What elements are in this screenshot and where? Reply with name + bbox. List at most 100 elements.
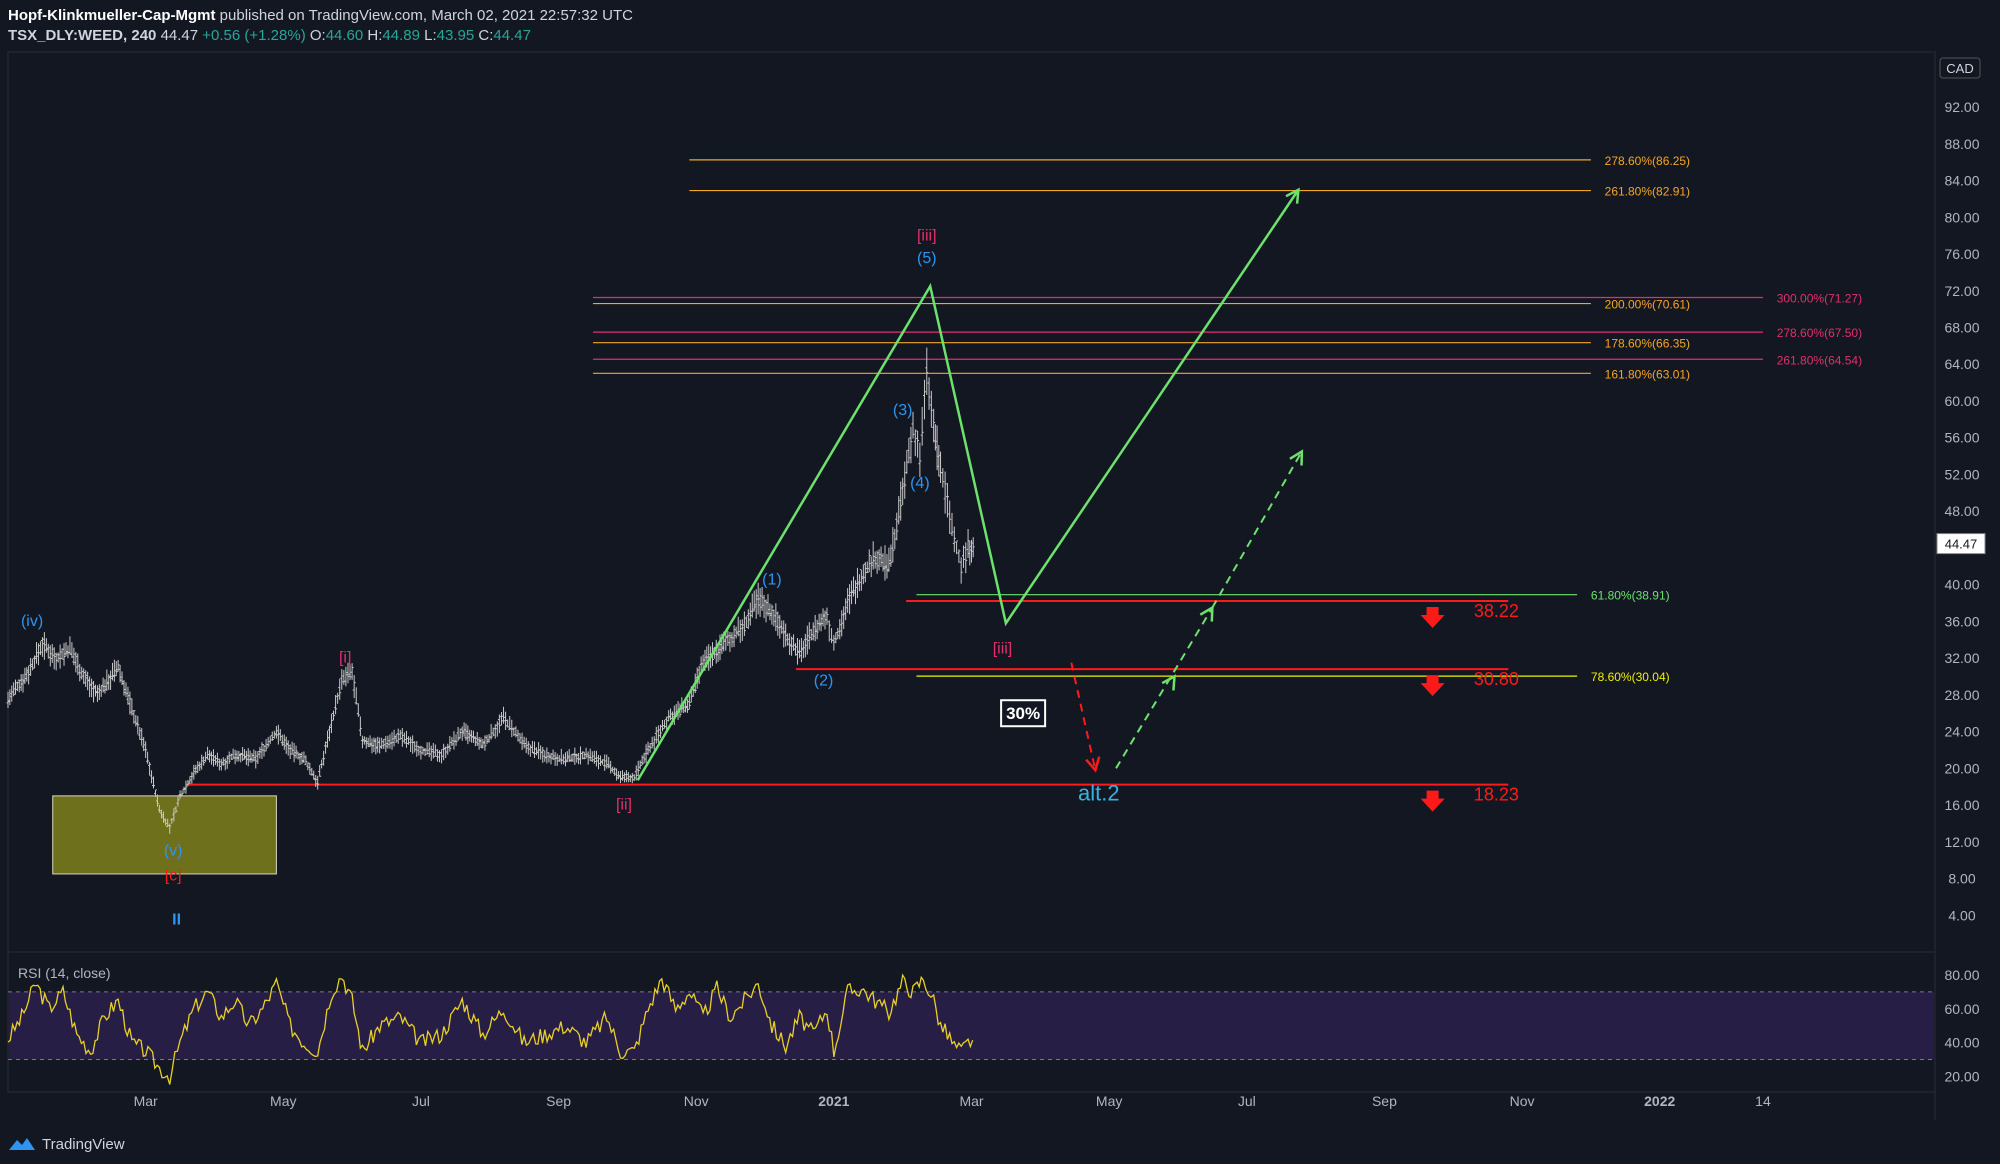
price-tick-label: 88.00 — [1944, 136, 1979, 152]
alt-drop-path[interactable] — [1070, 662, 1097, 771]
projection-arrowhead-icon — [1285, 187, 1300, 204]
price-tick-label: 8.00 — [1948, 871, 1975, 887]
rsi-tick-label: 20.00 — [1944, 1068, 1979, 1084]
down-arrow-icon — [1420, 675, 1445, 697]
rsi-label: RSI (14, close) — [18, 965, 111, 981]
price-tick-label: 52.00 — [1944, 466, 1979, 482]
price-tick-label: 76.00 — [1944, 246, 1979, 262]
symbol-name[interactable]: TSX_DLY:WEED, 240 — [8, 27, 157, 44]
fib-label: 278.60%(67.50) — [1777, 326, 1862, 340]
tradingview-footer[interactable]: TradingView — [8, 1132, 125, 1156]
symbol-info: TSX_DLY:WEED, 240 44.47 +0.56 (+1.28%) O… — [8, 26, 633, 46]
price-tick-label: 92.00 — [1944, 99, 1979, 115]
rsi-band — [9, 991, 1934, 1060]
publish-date: published on TradingView.com, March 02, … — [219, 7, 633, 24]
price-tick-label: 64.00 — [1944, 356, 1979, 372]
wave-label: (v) — [164, 843, 183, 860]
price-change: +0.56 (+1.28%) — [202, 27, 306, 44]
wave-label: [ii] — [616, 797, 632, 814]
price-tick-label: 16.00 — [1944, 797, 1979, 813]
support-label: 30.80 — [1474, 669, 1519, 689]
time-tick-label: 2021 — [818, 1093, 849, 1109]
price-tick-label: 4.00 — [1948, 907, 1975, 923]
publisher-name[interactable]: Hopf-Klinkmueller-Cap-Mgmt — [8, 7, 216, 24]
wave-label: (5) — [917, 250, 937, 267]
close-value: 44.47 — [493, 27, 531, 44]
fib-label: 300.00%(71.27) — [1777, 291, 1862, 305]
tradingview-brand: TradingView — [42, 1135, 125, 1153]
tradingview-logo-icon — [9, 1138, 35, 1150]
price-tick-label: 20.00 — [1944, 760, 1979, 776]
down-arrow-icon — [1420, 607, 1445, 628]
time-tick-label: Jul — [1238, 1093, 1256, 1109]
price-tick-label: 32.00 — [1944, 650, 1979, 666]
wave-label: alt.2 — [1078, 780, 1120, 805]
time-tick-label: Sep — [546, 1093, 571, 1109]
fib-label: 278.60%(86.25) — [1605, 154, 1690, 168]
fib-label: 261.80%(64.54) — [1777, 353, 1862, 367]
percent-label: 30% — [1006, 704, 1040, 723]
wave-label: (2) — [814, 673, 834, 690]
alt-rise-arrowhead-icon — [1289, 449, 1304, 466]
time-tick-label: 2022 — [1644, 1093, 1675, 1109]
alt-rise-path[interactable] — [1115, 607, 1214, 769]
price-tick-label: 12.00 — [1944, 834, 1979, 850]
currency-box — [1939, 57, 1981, 79]
time-tick-label: Mar — [134, 1093, 158, 1109]
time-tick-label: Nov — [1510, 1093, 1535, 1109]
alt-rise-arrowhead-icon — [1161, 674, 1176, 691]
support-label: 38.22 — [1474, 601, 1519, 621]
close-label: C: — [478, 27, 494, 44]
open-value: 44.60 — [325, 27, 364, 44]
time-tick-label: Jul — [412, 1093, 430, 1109]
fib-label: 178.60%(66.35) — [1605, 337, 1690, 351]
percent-box — [1000, 699, 1047, 728]
last-price-marker-label: 44.47 — [1945, 537, 1978, 552]
wave-label: [iii] — [917, 227, 937, 244]
high-value: 44.89 — [382, 27, 420, 44]
last-price-marker — [1936, 533, 1986, 555]
publish-info: Hopf-Klinkmueller-Cap-Mgmt published on … — [8, 6, 633, 26]
time-tick-label: 14 — [1755, 1093, 1771, 1109]
alt-rise-path[interactable] — [1211, 450, 1303, 609]
price-tick-label: 60.00 — [1944, 393, 1979, 409]
time-tick-label: Mar — [959, 1093, 983, 1109]
fib-label: 61.80%(38.91) — [1591, 589, 1670, 603]
open-label: O: — [309, 27, 326, 44]
support-label: 18.23 — [1474, 785, 1519, 805]
price-tick-label: 80.00 — [1944, 209, 1979, 225]
wave-label: (3) — [893, 402, 913, 419]
wave-label: [c] — [165, 867, 182, 884]
time-tick-label: May — [1096, 1093, 1122, 1109]
wave-label: II — [172, 911, 181, 928]
down-arrow-icon — [1420, 790, 1445, 812]
price-tick-label: 36.00 — [1944, 613, 1979, 629]
price-tick-label: 24.00 — [1944, 724, 1979, 740]
wave-label: [iii] — [993, 641, 1013, 658]
time-tick-label: Nov — [684, 1093, 709, 1109]
low-label: L: — [424, 27, 437, 44]
fib-label: 161.80%(63.01) — [1605, 367, 1690, 381]
rsi-line[interactable] — [7, 973, 974, 1085]
alt-drop-arrowhead-icon — [1085, 756, 1101, 773]
high-label: H: — [367, 27, 383, 44]
price-tick-label: 28.00 — [1944, 687, 1979, 703]
rsi-tick-label: 40.00 — [1944, 1035, 1979, 1051]
target-zone-box — [52, 795, 277, 875]
fib-label: 261.80%(82.91) — [1605, 185, 1690, 199]
last-price: 44.47 — [160, 27, 199, 44]
low-value: 43.95 — [436, 27, 475, 44]
rsi-tick-label: 60.00 — [1944, 1001, 1979, 1017]
price-tick-label: 84.00 — [1944, 173, 1979, 189]
price-tick-label: 56.00 — [1944, 430, 1979, 446]
wave-label: (iv) — [21, 613, 43, 630]
price-tick-label: 68.00 — [1944, 320, 1979, 336]
price-tick-label: 40.00 — [1944, 577, 1979, 593]
currency-label: CAD — [1946, 61, 1973, 76]
wave-projection-path[interactable] — [636, 189, 1300, 781]
price-tick-label: 72.00 — [1944, 283, 1979, 299]
fib-label: 200.00%(70.61) — [1605, 298, 1690, 312]
wave-label: (4) — [910, 475, 930, 492]
time-tick-label: May — [270, 1093, 296, 1109]
